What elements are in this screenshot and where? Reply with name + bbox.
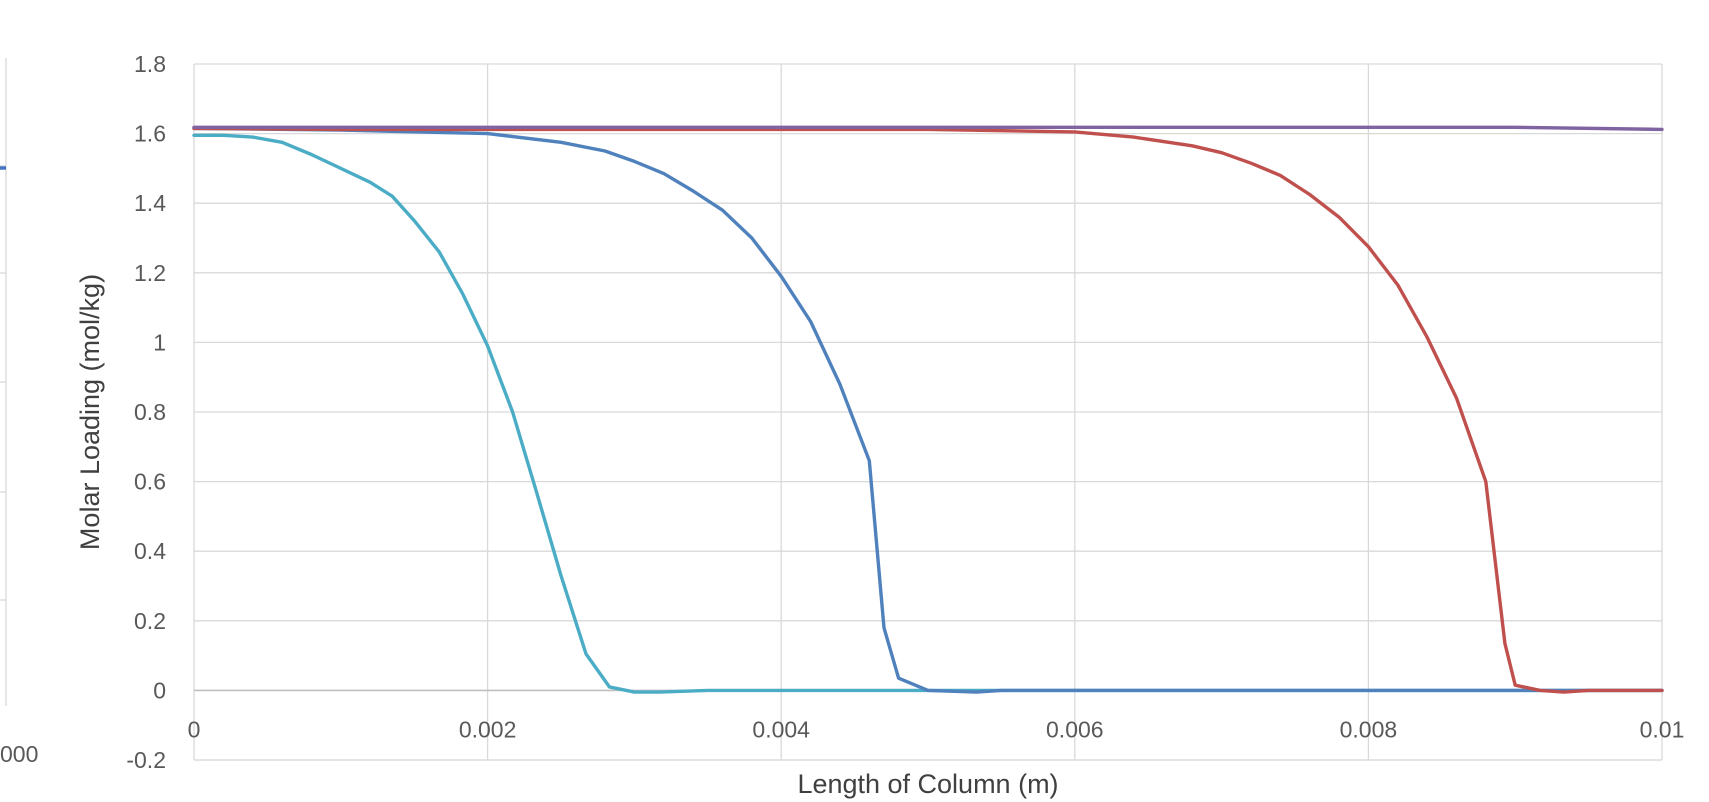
y-tick-label: 1.6	[134, 121, 166, 147]
data-series	[192, 125, 1664, 694]
y-tick-label: 0	[153, 677, 166, 703]
y-tick-label: 0.4	[134, 538, 166, 564]
y-tick-label: 1.4	[134, 190, 166, 216]
gridlines	[193, 63, 1663, 761]
y-tick-label: -0.2	[126, 747, 166, 773]
neighbor-chart-fragment: 000	[0, 58, 38, 767]
y-tick-label: 1.8	[134, 51, 166, 77]
x-tick-label: 0.004	[752, 716, 810, 742]
y-tick-label: 0.8	[134, 399, 166, 425]
series-line-3	[192, 126, 1664, 694]
series-line-1	[192, 133, 1664, 694]
x-tick-label: 0.01	[1640, 716, 1685, 742]
series-line-2	[192, 126, 1664, 694]
x-axis-title: Length of Column (m)	[797, 769, 1058, 799]
x-tick-label: 0.008	[1340, 716, 1398, 742]
y-tick-label: 0.6	[134, 469, 166, 495]
y-tick-label: 1	[153, 329, 166, 355]
y-tick-label: 1.2	[134, 260, 166, 286]
neighbor-tick-label: 000	[0, 741, 38, 767]
series-line-4	[192, 125, 1664, 132]
x-tick-label: 0.006	[1046, 716, 1104, 742]
y-tick-labels: -0.2 0 0.2 0.4 0.6 0.8 1 1.2 1.4 1.6 1.8	[126, 51, 166, 773]
y-tick-label: 0.2	[134, 608, 166, 634]
y-axis-title: Molar Loading (mol/kg)	[75, 274, 105, 550]
x-tick-label: 0.002	[459, 716, 517, 742]
x-tick-labels: 0 0.002 0.004 0.006 0.008 0.01	[188, 716, 1685, 742]
x-tick-label: 0	[188, 716, 201, 742]
